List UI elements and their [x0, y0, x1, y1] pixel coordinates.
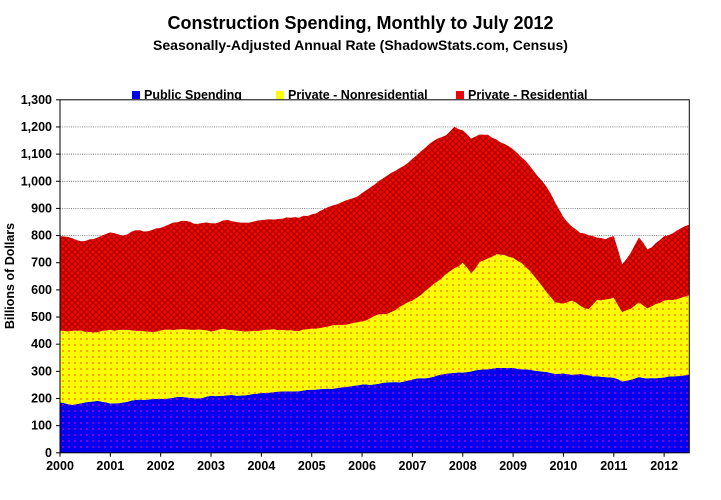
- svg-text:2009: 2009: [499, 459, 527, 473]
- svg-text:1,100: 1,100: [21, 147, 52, 161]
- svg-text:2006: 2006: [348, 459, 376, 473]
- svg-text:200: 200: [31, 391, 52, 405]
- svg-text:500: 500: [31, 310, 52, 324]
- svg-text:2000: 2000: [46, 459, 74, 473]
- svg-text:2007: 2007: [399, 459, 427, 473]
- svg-text:2005: 2005: [298, 459, 326, 473]
- svg-text:2002: 2002: [147, 459, 175, 473]
- svg-text:2010: 2010: [550, 459, 578, 473]
- svg-text:400: 400: [31, 337, 52, 351]
- svg-text:2012: 2012: [650, 459, 678, 473]
- svg-text:700: 700: [31, 256, 52, 270]
- svg-text:0: 0: [45, 446, 52, 460]
- svg-text:600: 600: [31, 283, 52, 297]
- svg-text:1,200: 1,200: [21, 120, 52, 134]
- svg-text:2001: 2001: [96, 459, 124, 473]
- svg-text:1,000: 1,000: [21, 174, 52, 188]
- svg-text:800: 800: [31, 229, 52, 243]
- svg-text:300: 300: [31, 364, 52, 378]
- svg-text:2003: 2003: [197, 459, 225, 473]
- svg-text:2011: 2011: [600, 459, 627, 473]
- svg-text:2004: 2004: [247, 459, 275, 473]
- svg-text:1,300: 1,300: [21, 93, 52, 107]
- svg-text:2008: 2008: [449, 459, 477, 473]
- svg-text:900: 900: [31, 201, 52, 215]
- svg-text:100: 100: [31, 419, 52, 433]
